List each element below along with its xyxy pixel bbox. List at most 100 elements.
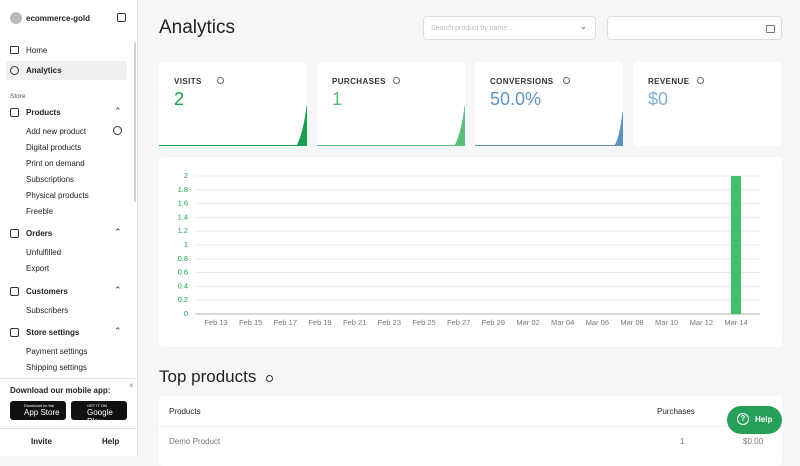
scrollbar [134,42,136,202]
x-tick-label: Feb 13 [204,318,227,327]
y-tick-label: 0.2 [178,295,188,304]
nav-item[interactable]: Payment settings [26,347,88,356]
sparkline [475,111,623,146]
sparkline-area [317,105,465,146]
analytics-icon [10,66,19,75]
chart-card: 0 0.2 0.4 0.6 0.8 1 1.2 1.4 1.6 1.8 2 Feb 13 Feb 15 F… [159,157,782,347]
chevron: ⌃ [114,227,122,237]
nav-group[interactable]: Products [26,108,61,117]
x-tick-label: Feb 29 [482,318,505,327]
y-tick-label: 1 [184,240,188,249]
group-icon [10,328,19,337]
stat-label: PURCHASES [332,77,386,86]
nav-item[interactable]: Print on demand [26,159,85,168]
chevron: ⌃ [114,285,122,295]
home-icon [10,46,19,54]
nav-item[interactable]: Physical products [26,191,89,200]
calendar-icon [766,25,775,33]
stat-value: 50.0% [490,89,542,109]
chevron: ⌃ [114,106,122,116]
stat-label: REVENUE [648,77,690,86]
app-promo-title: Download our mobile app: [10,386,111,395]
cell: Demo Product [169,437,221,446]
nav-group[interactable]: Customers [26,287,68,296]
nav-item[interactable]: Digital products [26,143,82,152]
store-icon[interactable] [117,13,126,22]
help-link[interactable]: Help [102,437,120,446]
nav-item[interactable]: Export [26,264,50,273]
badge-big: Google Play [87,408,113,426]
page-title: Analytics [159,17,236,38]
cell: $0.00 [743,437,764,446]
x-tick-label: Feb 23 [378,318,401,327]
date-input[interactable] [607,16,782,40]
invite[interactable]: Invite [31,437,52,446]
products-table: Products Purchases Demo Product 1 $0.00 [159,396,782,466]
info-icon [393,77,400,84]
stat-card: REVENUE $0 [633,62,781,146]
info-icon [563,77,570,84]
x-tick-label: Feb 25 [412,318,435,327]
x-tick-label: Mar 12 [690,318,713,327]
sparkline-area [475,111,623,146]
google-play-badge[interactable]: GET IT ON Google Play [71,401,127,426]
column-header: Products [169,407,201,416]
section-title: Top products [159,367,257,386]
x-tick-label: Mar 08 [620,318,643,327]
badge-small: GET IT ON [87,403,107,408]
nav-item[interactable]: Unfulfilled [26,248,62,257]
nav-item[interactable]: Shipping settings [26,363,87,372]
section-label: Store [10,93,26,100]
dropdown-icon: ⌄ [580,22,587,31]
nav-home[interactable]: Home [26,46,48,55]
x-tick-label: Feb 27 [447,318,470,327]
stat-card: VISITS 2 [159,62,307,146]
info-icon [697,77,704,84]
y-tick-label: 1.6 [178,199,188,208]
y-tick-label: 0 [184,309,188,318]
x-tick-label: Mar 04 [551,318,574,327]
nav-item[interactable]: Subscribers [26,306,69,315]
stat-label: VISITS [174,77,202,86]
y-tick-label: 0.8 [178,254,188,263]
info-icon [266,375,273,382]
nav-analytics[interactable]: Analytics [26,66,62,75]
y-tick-label: 2 [184,171,188,180]
row-divider [159,426,782,427]
y-tick-label: 0.6 [178,268,188,277]
bar [731,176,741,314]
help-icon: ? [737,413,749,425]
y-tick-label: 1.2 [178,226,188,235]
nav-item[interactable]: Add new product [26,127,87,136]
column-header: Purchases [657,407,695,416]
divider [0,378,137,379]
close-icon[interactable]: × [129,381,134,390]
nav-group[interactable]: Orders [26,229,53,238]
badge-big: App Store [24,408,60,417]
app-store-badge[interactable]: Download on the App Store [10,401,66,420]
group-icon [10,108,19,117]
search-input[interactable]: Search product by name... ⌄ [423,16,596,40]
avatar [10,12,22,24]
help-button[interactable]: ? Help [727,406,782,434]
stat-value: 2 [174,89,185,109]
x-tick-label: Feb 15 [239,318,262,327]
nav-item[interactable]: Freeble [26,207,54,216]
cell: 1 [680,437,685,446]
chart: 0 0.2 0.4 0.6 0.8 1 1.2 1.4 1.6 1.8 2 Feb 13 Feb 15 F… [178,171,760,327]
x-tick-label: Feb 19 [308,318,331,327]
nav-group[interactable]: Store settings [26,328,80,337]
sparkline [317,105,465,146]
x-tick-label: Feb 17 [274,318,297,327]
add-icon [113,126,122,135]
x-tick-label: Mar 02 [516,318,539,327]
sparkline-area [159,105,307,146]
search-placeholder: Search product by name... [431,25,514,32]
sparkline [159,105,307,146]
info-icon [217,77,224,84]
y-tick-label: 1.4 [178,212,188,221]
group-icon [10,287,19,296]
nav-item[interactable]: Subscriptions [26,175,75,184]
account-name[interactable]: ecommerce-gold [26,14,91,23]
y-tick-label: 0.4 [178,281,188,290]
